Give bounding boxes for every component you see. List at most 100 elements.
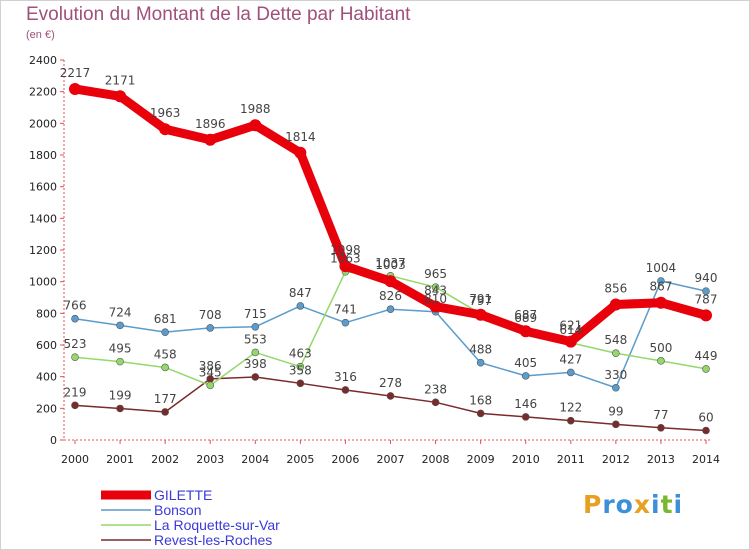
data-label: 523 bbox=[64, 337, 87, 351]
data-point bbox=[296, 362, 305, 371]
data-point bbox=[431, 398, 440, 407]
proxiti-logo: Proxiti bbox=[583, 490, 683, 519]
y-tick-label: 1000 bbox=[29, 276, 57, 289]
x-ticks: 2000 2001 2002 2003 2004 2005 2006 2007 2008 2009… bbox=[61, 440, 720, 466]
data-label: 810 bbox=[424, 292, 447, 306]
chart-unit: (en €) bbox=[26, 29, 55, 41]
data-point bbox=[339, 260, 352, 273]
data-label: 940 bbox=[695, 271, 718, 285]
data-point bbox=[71, 353, 79, 361]
series-revest-les-roches bbox=[71, 373, 710, 435]
y-tick-label: 1400 bbox=[29, 212, 57, 225]
data-label: 621 bbox=[559, 319, 582, 333]
data-point bbox=[251, 348, 260, 357]
y-tick-label: 1800 bbox=[29, 149, 57, 162]
data-label: 488 bbox=[469, 343, 492, 357]
data-label: 965 bbox=[424, 267, 447, 281]
data-point bbox=[521, 413, 530, 421]
data-label: 689 bbox=[514, 311, 537, 325]
logo-letter: i bbox=[651, 490, 661, 519]
data-point bbox=[700, 309, 712, 322]
y-ticks: 0 200 400 600 800 1000 1200 1400 1600 1800 2000 220… bbox=[29, 54, 64, 447]
data-point bbox=[386, 392, 395, 400]
data-label: 427 bbox=[559, 352, 582, 366]
x-tick-label: 2007 bbox=[377, 453, 405, 466]
x-tick-label: 2012 bbox=[602, 453, 630, 466]
data-point bbox=[116, 321, 124, 330]
x-tick-label: 2008 bbox=[422, 453, 450, 466]
data-label: 463 bbox=[289, 347, 312, 361]
data-label: 614 bbox=[559, 323, 582, 337]
logo-letter: x bbox=[633, 490, 651, 519]
legend-label: Bonson bbox=[154, 502, 201, 518]
data-label: 1037 bbox=[375, 256, 406, 270]
data-point bbox=[564, 335, 577, 348]
data-point bbox=[657, 277, 665, 285]
data-label: 1814 bbox=[285, 130, 316, 144]
data-label: 77 bbox=[653, 408, 668, 422]
data-label: 146 bbox=[514, 397, 537, 411]
data-label: 1098 bbox=[330, 243, 361, 257]
y-tick-label: 2400 bbox=[29, 54, 57, 67]
series-gilette bbox=[69, 82, 712, 348]
data-label: 2217 bbox=[60, 66, 91, 80]
y-tick-label: 1200 bbox=[29, 244, 57, 257]
y-tick-label: 1600 bbox=[29, 181, 57, 194]
x-tick-label: 2009 bbox=[467, 453, 495, 466]
data-label: 458 bbox=[154, 347, 177, 361]
data-label: 495 bbox=[109, 342, 132, 356]
data-label: 177 bbox=[154, 392, 177, 406]
data-label: 316 bbox=[334, 370, 357, 384]
data-label: 1003 bbox=[375, 258, 406, 272]
data-label: 398 bbox=[244, 357, 267, 371]
y-tick-label: 800 bbox=[36, 307, 57, 320]
data-label: 99 bbox=[608, 404, 623, 418]
legend-label: GILETTE bbox=[154, 487, 212, 503]
data-label: 867 bbox=[649, 280, 672, 294]
data-point bbox=[657, 424, 665, 432]
data-point bbox=[386, 305, 395, 314]
data-label: 1063 bbox=[330, 252, 361, 266]
x-tick-label: 2010 bbox=[512, 453, 540, 466]
data-point bbox=[384, 275, 397, 288]
y-tick-label: 2000 bbox=[29, 117, 57, 130]
x-tick-label: 2004 bbox=[241, 453, 269, 466]
data-point bbox=[702, 426, 710, 435]
x-tick-label: 2005 bbox=[286, 453, 314, 466]
data-label: 847 bbox=[289, 286, 312, 300]
data-label: 2171 bbox=[105, 73, 136, 87]
x-tick-label: 2001 bbox=[106, 453, 134, 466]
data-label: 1004 bbox=[646, 261, 677, 275]
data-point bbox=[429, 300, 442, 313]
data-point bbox=[702, 287, 710, 295]
logo-letter: P bbox=[583, 490, 603, 519]
data-point bbox=[116, 357, 124, 366]
data-point bbox=[116, 404, 124, 413]
y-tick-label: 400 bbox=[36, 371, 57, 384]
data-point bbox=[612, 383, 620, 392]
x-tick-label: 2013 bbox=[647, 453, 675, 466]
legend-label: Revest-les-Roches bbox=[154, 532, 272, 548]
data-point bbox=[251, 373, 260, 381]
data-label: 330 bbox=[604, 368, 627, 382]
data-point bbox=[161, 363, 169, 372]
data-point bbox=[341, 386, 350, 394]
data-label: 405 bbox=[514, 356, 537, 370]
data-label: 1896 bbox=[195, 117, 226, 131]
data-label: 278 bbox=[379, 376, 402, 390]
x-tick-label: 2011 bbox=[557, 453, 585, 466]
data-point bbox=[519, 325, 532, 338]
y-tick-label: 600 bbox=[36, 339, 57, 352]
logo-letter: r bbox=[602, 490, 616, 519]
data-point bbox=[657, 357, 665, 365]
data-label: 741 bbox=[334, 303, 357, 317]
data-label: 687 bbox=[514, 308, 537, 322]
data-label: 715 bbox=[244, 307, 267, 321]
data-label: 449 bbox=[695, 349, 718, 363]
data-label: 386 bbox=[199, 359, 222, 373]
data-label: 548 bbox=[604, 333, 627, 347]
data-label: 797 bbox=[469, 294, 492, 308]
x-tick-label: 2006 bbox=[331, 453, 359, 466]
